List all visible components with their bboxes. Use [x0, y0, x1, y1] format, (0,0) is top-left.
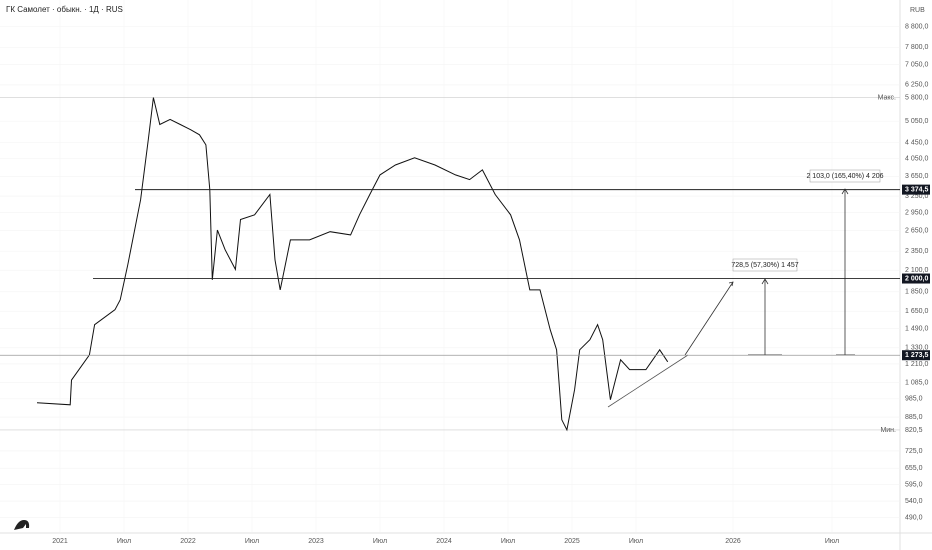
y-tick-label: 2 950,0 — [905, 209, 928, 216]
annotation-box — [809, 169, 881, 183]
x-tick-label: 2023 — [308, 538, 324, 545]
y-tick-label: 7 800,0 — [905, 44, 928, 51]
y-tick-label: 8 800,0 — [905, 24, 928, 31]
x-tick-label: 2022 — [180, 538, 196, 545]
extreme-label: 5 800,0 — [905, 94, 928, 101]
y-tick-label: 2 100,0 — [905, 267, 928, 274]
level-box — [902, 350, 930, 361]
y-tick-label: 7 050,0 — [905, 61, 928, 68]
y-tick-label: 4 450,0 — [905, 139, 928, 146]
level-label: 1 273,5 — [905, 352, 928, 359]
x-tick-label: Июл — [373, 538, 387, 545]
currency: RUB — [910, 7, 925, 14]
y-tick-label: 4 050,0 — [905, 155, 928, 162]
y-tick-label: 5 050,0 — [905, 118, 928, 125]
y-tick-label: 1 085,0 — [905, 379, 928, 386]
y-tick-label: 1 330,0 — [905, 345, 928, 352]
extreme-label: 820,5 — [905, 427, 923, 434]
x-tick-label: Июл — [629, 538, 643, 545]
arrow-head — [728, 281, 734, 287]
x-tick-label: Июл — [117, 538, 131, 545]
plot — [36, 97, 669, 432]
x-tick-label: 2025 — [564, 538, 580, 545]
x-tick-label: Июл — [501, 538, 515, 545]
annotation: 2 103,0 (165,40%) 4 206 — [806, 173, 883, 180]
y-tick-label: 1 850,0 — [905, 289, 928, 296]
level-label: 2 000,0 — [905, 275, 928, 282]
y-tick-label: 3 650,0 — [905, 173, 928, 180]
arrow-head — [841, 188, 849, 195]
y-tick-label: 2 650,0 — [905, 228, 928, 235]
y-tick-label: 1 210,0 — [905, 361, 928, 368]
y-tick-label: 1 490,0 — [905, 325, 928, 332]
y-tick-label: 725,0 — [905, 448, 923, 455]
y-tick-label: 655,0 — [905, 465, 923, 472]
extreme-tag: Макс. — [878, 94, 896, 101]
x-tick-label: 2024 — [436, 538, 452, 545]
price-line — [36, 97, 669, 432]
chart-title: ГК Самолет · обыкн. · 1Д · RUS — [6, 5, 123, 14]
trendline — [607, 354, 689, 408]
y-tick-label: 2 350,0 — [905, 248, 928, 255]
extreme-tag: Мин. — [880, 427, 896, 434]
annotation: 728,5 (57,30%) 1 457 — [731, 262, 798, 269]
x-tick-label: 2021 — [52, 538, 68, 545]
level-box — [902, 184, 930, 195]
y-tick-label: 985,0 — [905, 396, 923, 403]
y-tick-label: 540,0 — [905, 498, 923, 505]
y-tick-label: 6 250,0 — [905, 82, 928, 89]
level-box — [902, 273, 930, 284]
y-tick-label: 595,0 — [905, 481, 923, 488]
y-tick-label: 3 250,0 — [905, 193, 928, 200]
arrow-head — [761, 278, 769, 285]
x-tick-label: Июл — [825, 538, 839, 545]
projection-arrow — [684, 281, 734, 356]
grid — [0, 26, 900, 518]
x-tick-label: 2026 — [725, 538, 741, 545]
logo — [14, 520, 30, 530]
y-tick-label: 490,0 — [905, 514, 923, 521]
level-label: 3 374,5 — [905, 186, 928, 193]
y-tick-label: 885,0 — [905, 414, 923, 421]
x-tick-label: Июл — [245, 538, 259, 545]
annotation-box — [732, 258, 798, 272]
y-tick-label: 1 650,0 — [905, 308, 928, 315]
